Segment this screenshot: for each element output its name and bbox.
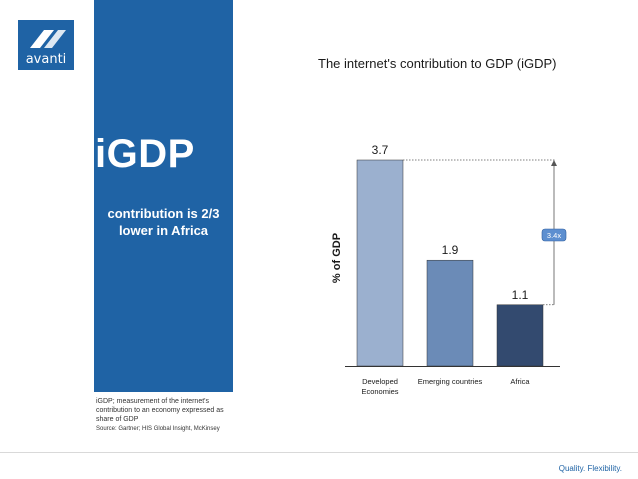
avanti-logo: avanti [18, 20, 74, 70]
x-tick-label: Emerging countries [418, 377, 483, 386]
x-tick-label: Africa [510, 377, 530, 386]
multiplier-badge-label: 3.4x [547, 231, 561, 240]
arrow-up-icon [551, 160, 557, 166]
footer-divider [0, 452, 638, 453]
footnote: iGDP; measurement of the internet's cont… [96, 397, 236, 433]
panel-title: iGDP [95, 132, 195, 176]
bar [496, 304, 544, 367]
y-axis-label: % of GDP [331, 233, 343, 283]
panel-subtitle: contribution is 2/3 lower in Africa [107, 206, 220, 238]
logo-mark-icon [30, 30, 66, 48]
data-label: 1.9 [442, 243, 459, 257]
multiplier-badge [541, 228, 567, 242]
x-tick-label: Developed [362, 377, 398, 386]
bar [426, 259, 474, 367]
logo-text: avanti [25, 52, 67, 67]
footnote-source: Source: Gartner; HIS Global Insight, McK… [96, 426, 220, 432]
data-label: 1.1 [512, 288, 529, 302]
footer-tagline: Quality. Flexibility. [558, 464, 622, 473]
side-panel: iGDP contribution is 2/3 lower in Africa [94, 0, 233, 392]
bar [356, 159, 404, 367]
x-tick-label: Economies [361, 387, 398, 396]
data-label: 3.7 [372, 143, 389, 157]
footnote-definition: iGDP; measurement of the internet's cont… [96, 398, 224, 423]
chart-title: The internet's contribution to GDP (iGDP… [318, 56, 557, 71]
